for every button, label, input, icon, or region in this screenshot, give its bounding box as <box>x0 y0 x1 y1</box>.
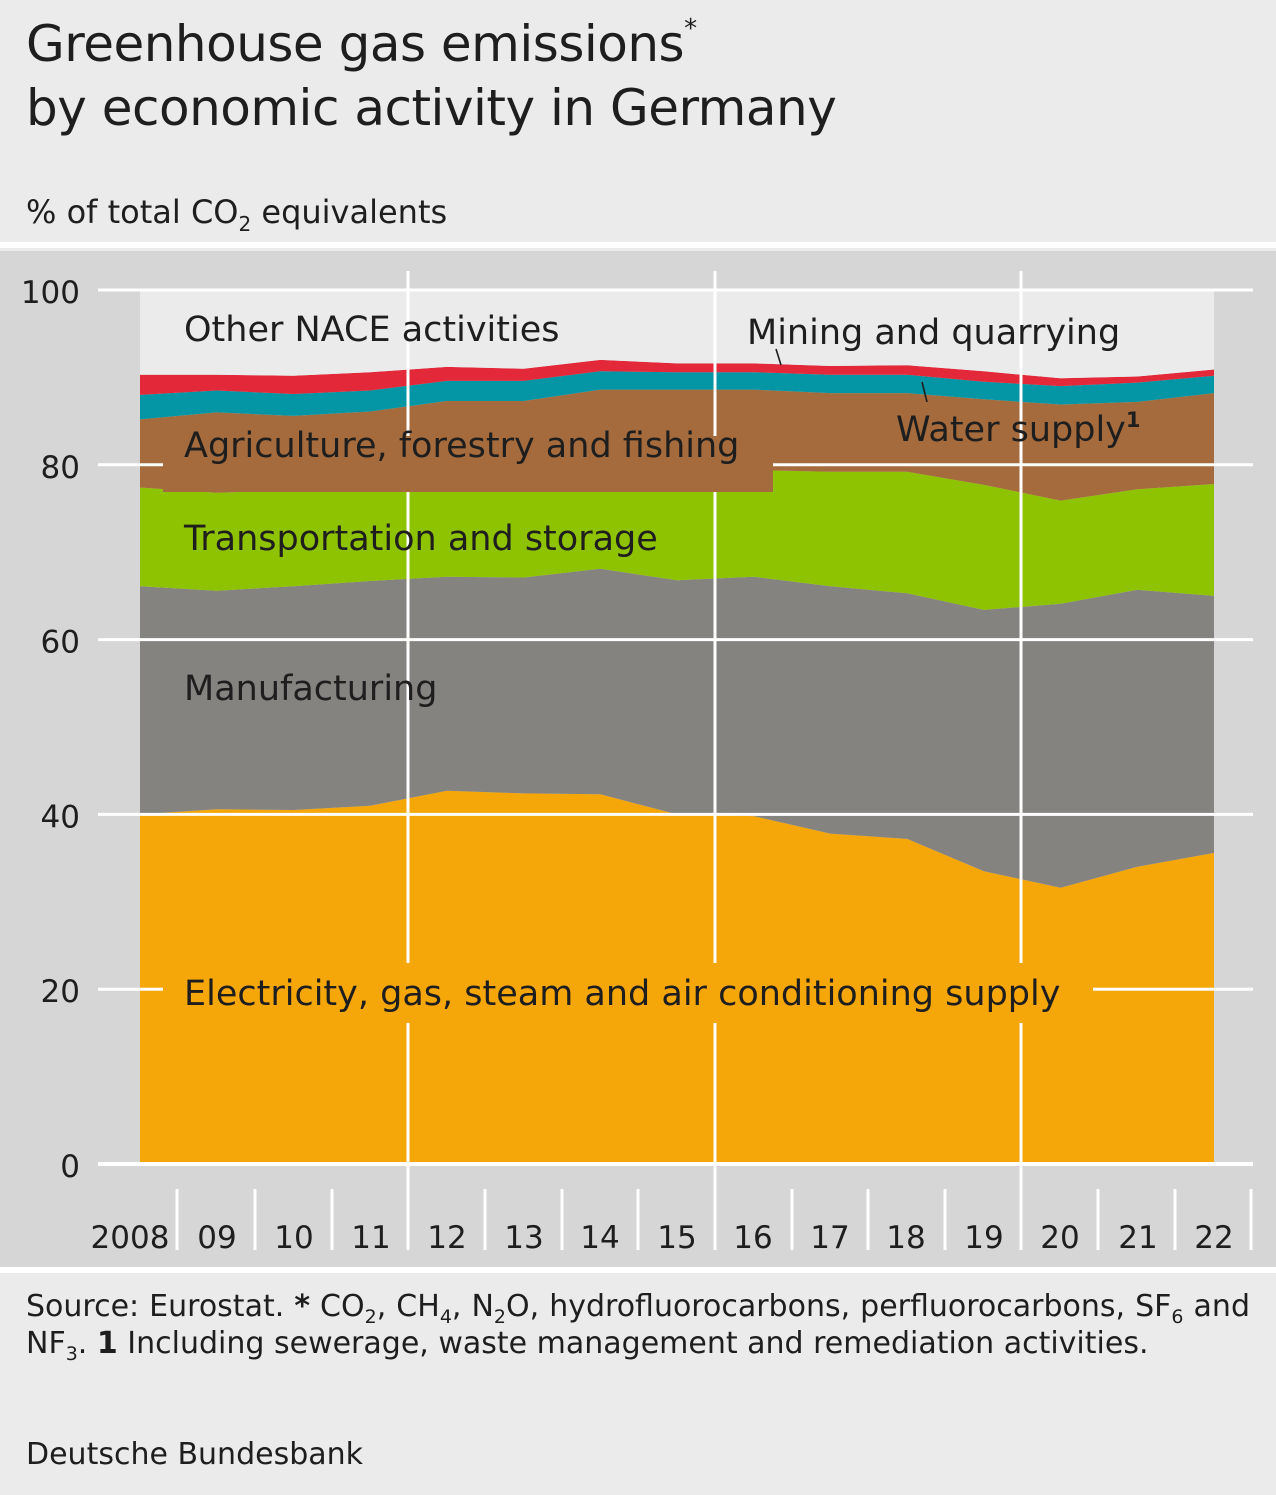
x-axis-labels: 2008 09 10 11 12 13 14 15 16 17 18 19 20 21 22 <box>91 1220 1234 1256</box>
y-tick-label: 60 <box>41 625 80 661</box>
y-tick-label: 80 <box>41 450 80 486</box>
bottom-divider <box>0 1267 1276 1273</box>
label-electricity: Electricity, gas, steam and air conditio… <box>184 974 1060 1014</box>
x-tick-label: 12 <box>427 1220 466 1256</box>
x-tick-label: 17 <box>810 1220 849 1256</box>
title-footnote-marker: * <box>684 14 697 44</box>
label-mining: Mining and quarrying <box>747 313 1120 353</box>
chart-subtitle: % of total CO2 equivalents <box>26 193 448 236</box>
x-tick-label: 21 <box>1118 1220 1157 1256</box>
label-water-supply-text: Water supply <box>896 410 1126 450</box>
series-labels: Other NACE activities Mining and quarryin… <box>183 310 1141 1014</box>
label-knockouts <box>163 436 1093 1023</box>
y-tick-label: 40 <box>41 799 80 835</box>
label-agriculture: Agriculture, forestry and fishing <box>184 426 739 466</box>
chart-title-line-1: Greenhouse gas emissions* <box>26 14 697 73</box>
y-tick-label: 0 <box>60 1149 80 1185</box>
x-tick-label: 2008 <box>91 1220 170 1256</box>
x-tick-label: 16 <box>733 1220 772 1256</box>
label-knockout <box>163 963 1093 1023</box>
x-tick-label: 22 <box>1194 1220 1233 1256</box>
x-tick-label: 13 <box>504 1220 543 1256</box>
area-mining <box>140 359 1214 395</box>
label-manufacturing: Manufacturing <box>184 669 437 709</box>
chart-title: Greenhouse gas emissions* by economic ac… <box>26 12 1246 140</box>
label-transport: Transportation and storage <box>183 519 658 559</box>
x-tick-label: 10 <box>274 1220 313 1256</box>
x-tick-marks <box>175 1189 1253 1250</box>
y-tick-label: 20 <box>41 974 80 1010</box>
chart-title-line-2: by economic activity in Germany <box>26 79 837 137</box>
x-tick-label: 09 <box>197 1220 236 1256</box>
label-other-nace: Other NACE activities <box>184 310 559 350</box>
x-tick-label: 19 <box>964 1220 1003 1256</box>
label-water-supply: Water supply1 <box>896 408 1141 450</box>
y-axis-labels: 0 20 40 60 80 100 <box>21 275 80 1185</box>
x-tick-label: 20 <box>1040 1220 1079 1256</box>
x-tick-label: 14 <box>580 1220 619 1256</box>
leader-line-water <box>921 381 928 403</box>
label-water-supply-footnote: 1 <box>1126 408 1141 432</box>
footnote: Source: Eurostat. * CO2, CH4, N2O, hydro… <box>26 1289 1250 1365</box>
chart-area: 0 20 40 60 80 100 2008 09 10 11 12 13 14 15 16 17 18 19 20… <box>0 251 1276 1267</box>
x-tick-label: 18 <box>886 1220 925 1256</box>
label-knockout <box>163 436 773 492</box>
x-tick-label: 15 <box>657 1220 696 1256</box>
publisher: Deutsche Bundesbank <box>26 1437 364 1472</box>
top-divider <box>0 242 1276 248</box>
leader-line-mining <box>775 348 782 366</box>
area-water <box>140 371 1214 420</box>
x-tick-label: 11 <box>351 1220 390 1256</box>
y-tick-label: 100 <box>21 275 80 311</box>
